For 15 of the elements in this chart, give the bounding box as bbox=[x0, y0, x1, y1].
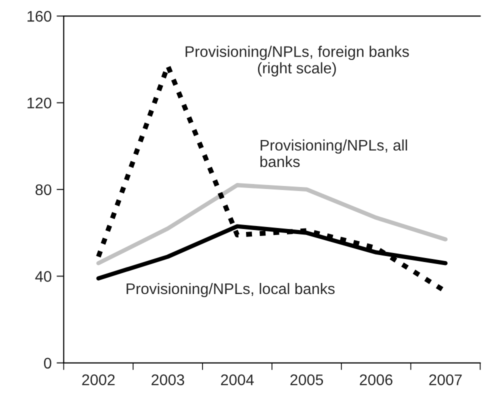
x-tick-label: 2002 bbox=[82, 374, 115, 386]
y-tick-label: 40 bbox=[35, 271, 52, 282]
y-tick-label: 0 bbox=[44, 358, 52, 369]
x-tick-label: 2005 bbox=[290, 374, 324, 386]
x-tick-label: 2003 bbox=[152, 374, 184, 386]
y-tick-label: 80 bbox=[36, 184, 52, 196]
x-tick-label: 2006 bbox=[360, 374, 392, 386]
series-label: Provisioning/NPLs, foreign banks (right scale) bbox=[186, 46, 409, 76]
y-tick-label: 120 bbox=[28, 98, 52, 108]
y-tick-label: 160 bbox=[28, 10, 52, 22]
series-label: Provisioning/NPLs, local banks bbox=[126, 282, 335, 298]
x-tick-label: 2007 bbox=[429, 374, 462, 386]
series-label: Provisioning/NPLs, all banks bbox=[260, 139, 408, 168]
x-tick-label: 2004 bbox=[221, 374, 254, 386]
line-series bbox=[96, 183, 448, 266]
